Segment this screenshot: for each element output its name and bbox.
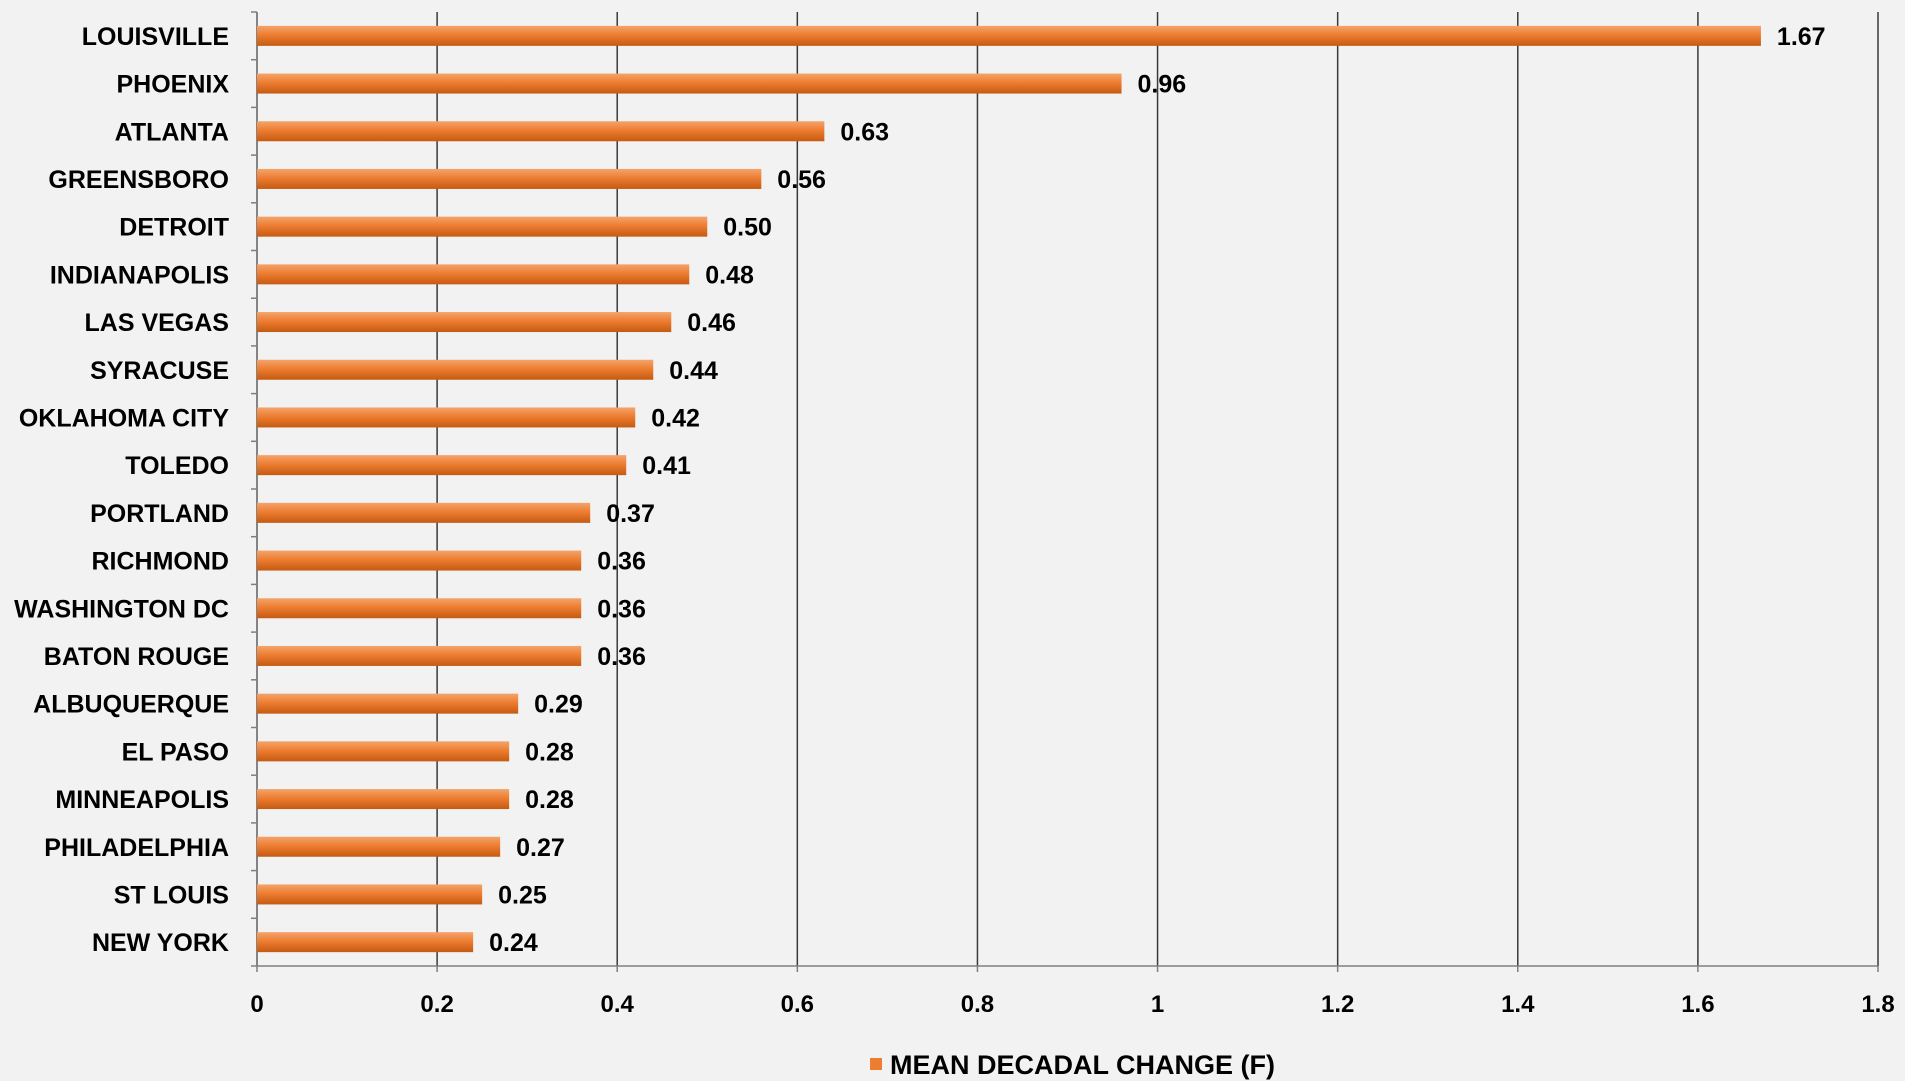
- category-label: SYRACUSE: [90, 357, 229, 385]
- category-label: OKLAHOMA CITY: [19, 404, 229, 432]
- category-label: RICHMOND: [92, 548, 230, 576]
- bar-detroit: [257, 216, 708, 237]
- bar-oklahoma-city: [257, 407, 636, 428]
- x-tick-label: 0.4: [601, 991, 635, 1018]
- bar-albuquerque: [257, 693, 519, 714]
- x-tick-label: 1.6: [1681, 991, 1714, 1018]
- category-label: ALBUQUERQUE: [33, 691, 229, 719]
- category-label: LOUISVILLE: [82, 23, 229, 51]
- category-label: NEW YORK: [92, 929, 229, 957]
- category-label: GREENSBORO: [48, 166, 229, 194]
- value-label: 0.46: [687, 309, 736, 337]
- axes: [251, 11, 1879, 972]
- bars: [257, 25, 1761, 953]
- x-tick-label: 1.8: [1861, 991, 1894, 1018]
- value-label: 0.96: [1138, 71, 1187, 99]
- x-tick-labels: 0 0.2 0.4 0.6 0.8 1 1.2 1.4 1.6 1.8: [250, 991, 1894, 1018]
- bar-syracuse: [257, 359, 654, 380]
- value-labels: 1.67 0.96 0.63 0.560.50 0.48 0.46 0.44 0.42 0.41…: [489, 23, 1825, 957]
- value-label: 0.28: [525, 786, 574, 814]
- bar-las-vegas: [257, 312, 672, 333]
- value-label: 0.42: [651, 404, 700, 432]
- x-tick-label: 0.2: [420, 991, 453, 1018]
- bar-richmond: [257, 550, 582, 571]
- x-tick-label: 1: [1151, 991, 1164, 1018]
- value-label: 0.29: [534, 691, 583, 719]
- category-label: PHOENIX: [116, 71, 229, 99]
- bar-baton-rouge: [257, 645, 582, 666]
- value-label: 0.25: [498, 881, 547, 909]
- value-label: 0.28: [525, 738, 574, 766]
- legend: MEAN DECADAL CHANGE (F): [870, 1050, 1275, 1080]
- value-label: 1.67: [1777, 23, 1826, 51]
- value-label: 0.63: [840, 118, 889, 146]
- bar-new-york: [257, 932, 474, 953]
- category-label: WASHINGTON DC: [14, 595, 229, 623]
- category-label: ATLANTA: [115, 118, 229, 146]
- value-label: 0.41: [642, 452, 691, 480]
- category-label: LAS VEGAS: [85, 309, 229, 337]
- value-label: 0.44: [669, 357, 718, 385]
- value-label: 0.37: [606, 500, 655, 528]
- bar-portland: [257, 502, 591, 523]
- category-label: TOLEDO: [125, 452, 229, 480]
- bar-washington-dc: [257, 598, 582, 619]
- category-label: DETROIT: [119, 214, 229, 242]
- category-label: BATON ROUGE: [44, 643, 229, 671]
- value-label: 0.27: [516, 834, 565, 862]
- bar-philadelphia: [257, 836, 501, 857]
- bar-el-paso: [257, 741, 510, 762]
- value-label: 0.36: [597, 595, 646, 623]
- category-labels: LOUISVILLE PHOENIX ATLANTA GREENSBORO DETROI…: [14, 23, 229, 957]
- value-label: 0.36: [597, 548, 646, 576]
- x-tick-label: 0: [250, 991, 263, 1018]
- value-label: 0.56: [777, 166, 826, 194]
- bar-toledo: [257, 455, 627, 476]
- category-label: MINNEAPOLIS: [55, 786, 229, 814]
- bar-atlanta: [257, 121, 825, 142]
- bar-greensboro: [257, 168, 762, 189]
- bar-st-louis: [257, 884, 483, 905]
- gridlines: [256, 12, 1879, 966]
- category-label: PHILADELPHIA: [44, 834, 229, 862]
- x-tick-label: 0.6: [781, 991, 814, 1018]
- category-label: ST LOUIS: [114, 881, 229, 909]
- category-label: PORTLAND: [90, 500, 229, 528]
- category-label: INDIANAPOLIS: [50, 261, 229, 289]
- legend-swatch: [870, 1058, 882, 1070]
- bar-louisville: [257, 25, 1761, 46]
- bar-phoenix: [257, 73, 1122, 94]
- value-label: 0.50: [723, 214, 772, 242]
- value-label: 0.48: [705, 261, 754, 289]
- value-label: 0.36: [597, 643, 646, 671]
- bar-minneapolis: [257, 789, 510, 810]
- bar-indianapolis: [257, 264, 690, 285]
- legend-label: MEAN DECADAL CHANGE (F): [890, 1050, 1275, 1080]
- x-tick-label: 0.8: [961, 991, 994, 1018]
- value-label: 0.24: [489, 929, 538, 957]
- x-tick-label: 1.2: [1321, 991, 1354, 1018]
- x-tick-label: 1.4: [1501, 991, 1535, 1018]
- category-label: EL PASO: [122, 738, 229, 766]
